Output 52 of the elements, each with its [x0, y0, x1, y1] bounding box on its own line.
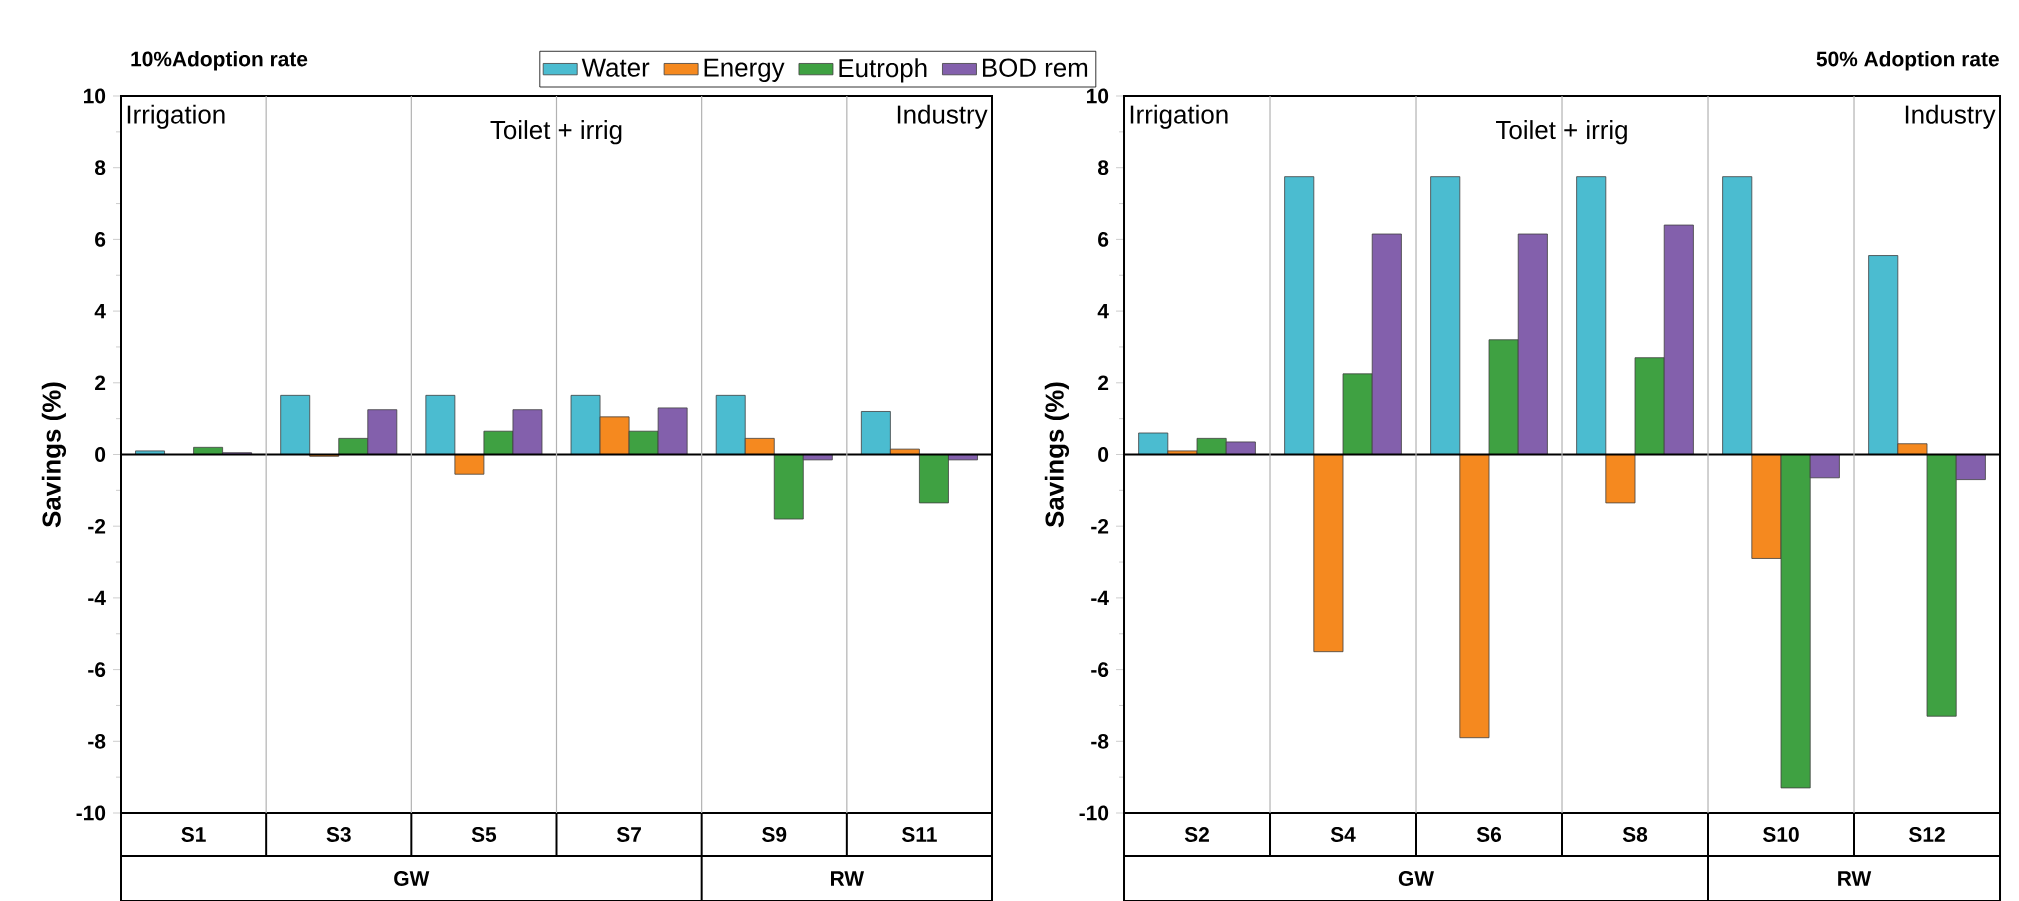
y-tick-label: 6 — [95, 232, 106, 247]
y-tick-label: -6 — [88, 662, 106, 678]
y-tick-label: 6 — [1098, 232, 1109, 247]
x-tick-label: S11 — [901, 827, 937, 842]
y-tick-label: -2 — [88, 518, 106, 534]
chart-title: 50% Adoption rate — [1816, 51, 1999, 71]
annotation: Toilet + irrig — [1496, 120, 1627, 145]
annotation: Toilet + irrig — [490, 120, 622, 145]
text: GW — [394, 871, 430, 886]
x-tick-label: S12 — [1908, 827, 1945, 842]
y-tick-label: 10 — [84, 88, 106, 104]
annotation: Irrigation — [127, 104, 225, 129]
x-tick-label: S4 — [1330, 827, 1356, 842]
y-tick-label: -6 — [1091, 662, 1109, 678]
legend-label: Energy — [704, 58, 785, 82]
y-tick-label: -8 — [88, 733, 106, 749]
x-tick-label: S9 — [762, 827, 787, 842]
x-tick-label: S6 — [1476, 827, 1502, 842]
text: RW — [831, 871, 865, 886]
y-tick-label: 10 — [1087, 88, 1109, 104]
y-tick-label: -2 — [1091, 518, 1109, 534]
y-tick-label: -4 — [1091, 590, 1109, 606]
y-tick-label: 2 — [95, 375, 106, 391]
legend-label: Eutroph — [839, 58, 927, 83]
annotation: Irrigation — [1130, 104, 1228, 129]
y-tick-label: 0 — [95, 447, 106, 462]
x-tick-label: S5 — [471, 827, 497, 842]
chart-title: 10%Adoption rate — [131, 51, 308, 71]
y-tick-label: -10 — [1079, 805, 1109, 821]
legend-label: BOD rem — [982, 58, 1088, 77]
y-tick-label: -10 — [76, 805, 106, 821]
x-tick-label: S1 — [181, 827, 206, 842]
y-axis-title: Savings (%) — [41, 382, 67, 528]
annotation: Industry — [897, 104, 988, 129]
annotation: Industry — [1905, 104, 1996, 129]
y-tick-label: -8 — [1091, 733, 1109, 749]
y-axis-title: Savings (%) — [1044, 382, 1070, 528]
text: GW — [1398, 871, 1434, 886]
y-tick-label: 4 — [1097, 303, 1109, 319]
y-tick-label: 0 — [1098, 447, 1109, 462]
y-tick-label: -4 — [88, 590, 106, 606]
x-tick-label: S10 — [1762, 827, 1799, 842]
y-tick-label: 8 — [94, 160, 106, 176]
x-tick-label: S7 — [616, 827, 641, 842]
text: RW — [1838, 871, 1872, 886]
legend-label: Water — [581, 58, 650, 77]
x-tick-label: S3 — [326, 827, 351, 842]
x-tick-label: S2 — [1184, 827, 1209, 842]
y-tick-label: 4 — [94, 303, 106, 319]
y-tick-label: 8 — [1097, 160, 1109, 176]
x-tick-label: S8 — [1622, 827, 1648, 842]
y-tick-label: 2 — [1098, 375, 1109, 391]
